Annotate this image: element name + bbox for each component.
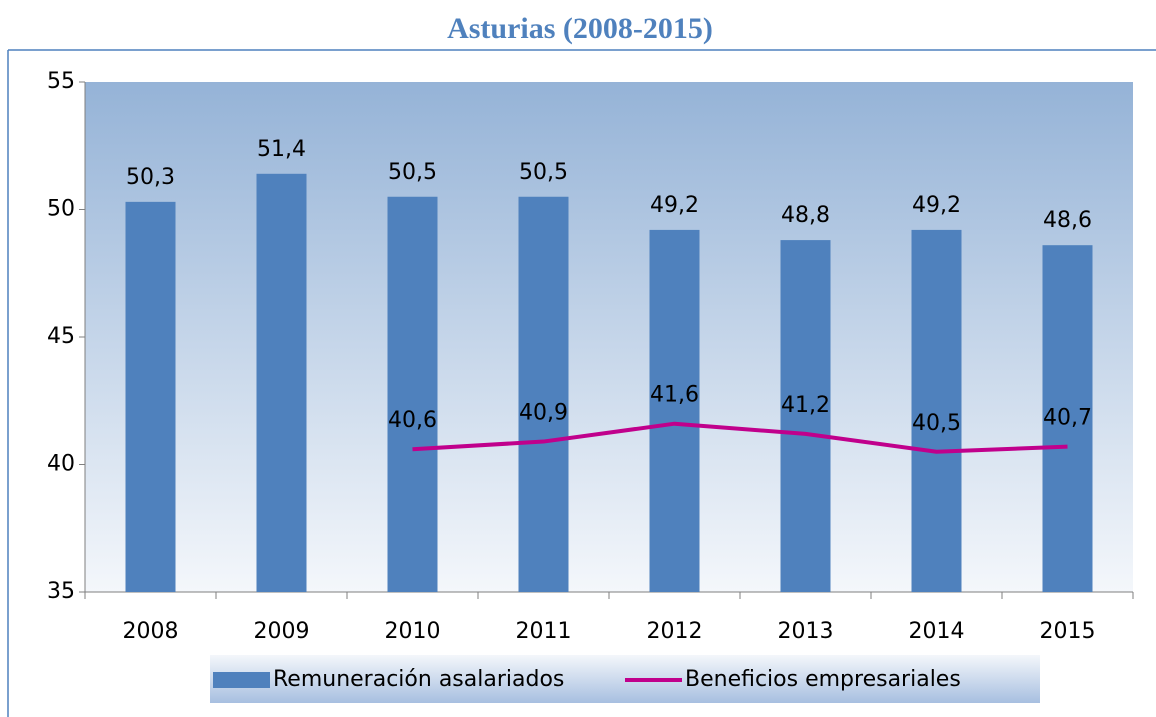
x-tick-label: 2014 <box>909 619 965 644</box>
bar-value-label: 48,6 <box>1043 208 1092 233</box>
bar-value-label: 48,8 <box>781 203 830 228</box>
line-value-label: 41,2 <box>781 393 830 418</box>
legend-label: Remuneración asalariados <box>273 667 564 692</box>
line <box>412 421 1068 454</box>
y-tick-label: 40 <box>47 452 75 477</box>
line-value-label: 41,6 <box>650 383 699 408</box>
legend-swatch <box>213 672 270 688</box>
line-value-label: 40,9 <box>519 401 568 426</box>
y-tick-label: 55 <box>47 69 75 94</box>
y-tick-label: 45 <box>47 324 75 349</box>
bar <box>518 196 569 592</box>
bar <box>387 196 438 592</box>
bar <box>256 173 307 593</box>
plot-area <box>85 82 1133 592</box>
bar-value-label: 50,3 <box>126 165 175 190</box>
x-tick-label: 2010 <box>385 619 441 644</box>
line-value-label: 40,7 <box>1043 406 1092 431</box>
bar <box>125 201 176 592</box>
y-tick-label: 50 <box>47 197 75 222</box>
bar <box>911 229 962 592</box>
bar <box>649 229 700 592</box>
y-tick-label: 35 <box>47 579 75 604</box>
x-tick-label: 2013 <box>778 619 834 644</box>
legend-label: Beneficios empresariales <box>685 667 961 692</box>
bar-value-label: 51,4 <box>257 137 306 162</box>
line-value-label: 40,6 <box>388 408 437 433</box>
x-tick-label: 2009 <box>254 619 310 644</box>
bar <box>1042 245 1093 592</box>
x-tick-label: 2012 <box>647 619 703 644</box>
x-tick-label: 2015 <box>1040 619 1096 644</box>
bar-value-label: 50,5 <box>388 160 437 185</box>
x-tick-label: 2008 <box>123 619 179 644</box>
bar-value-label: 50,5 <box>519 160 568 185</box>
bar-value-label: 49,2 <box>912 193 961 218</box>
bar-value-label: 49,2 <box>650 193 699 218</box>
line-value-label: 40,5 <box>912 411 961 436</box>
bar <box>780 240 831 592</box>
chart-title: Asturias (2008-2015) <box>447 12 713 45</box>
x-tick-label: 2011 <box>516 619 572 644</box>
